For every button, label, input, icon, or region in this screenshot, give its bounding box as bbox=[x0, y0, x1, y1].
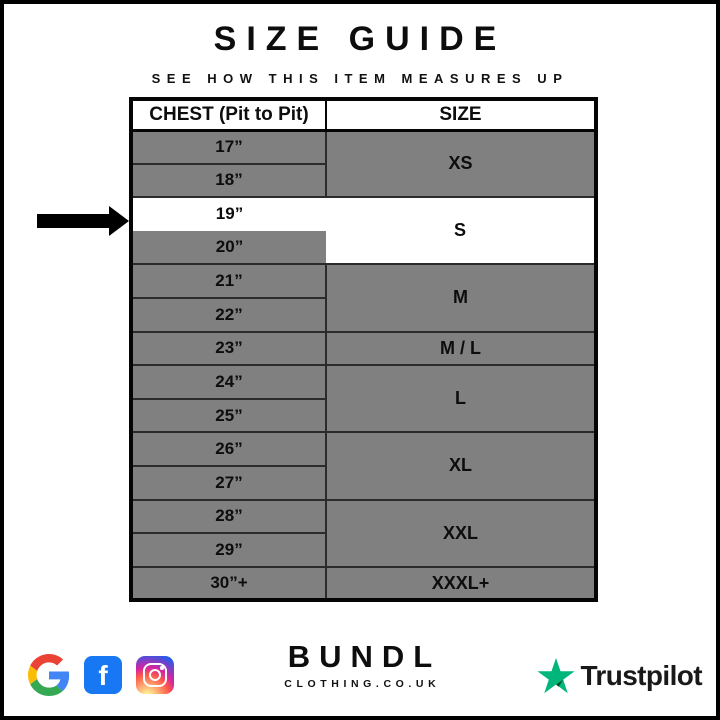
chest-cell: 18” bbox=[130, 162, 327, 199]
chest-cell: 19” bbox=[130, 196, 326, 231]
size-cell: XXL bbox=[325, 498, 597, 568]
chest-cell: 23” bbox=[130, 330, 327, 367]
facebook-icon[interactable]: f bbox=[84, 656, 122, 694]
column-header-size: SIZE bbox=[325, 98, 597, 132]
trustpilot-star-icon bbox=[537, 658, 576, 694]
size-table-body: 17” XS 18” 19” S 20” 21” M 22” 23” M / L 24” L 25” 26”… bbox=[130, 128, 597, 602]
trustpilot-logo[interactable]: Trustpilot bbox=[537, 658, 703, 694]
instagram-icon[interactable] bbox=[136, 656, 174, 694]
chest-cell: 29” bbox=[130, 532, 327, 568]
instagram-flash-dot bbox=[160, 666, 164, 670]
brand-domain: CLOTHING.CO.UK bbox=[284, 678, 441, 690]
table-row: 29” bbox=[130, 532, 596, 568]
brand-name: BUNDL bbox=[287, 639, 442, 674]
table-row: 18” bbox=[130, 162, 596, 199]
chest-cell: 17” bbox=[130, 129, 327, 165]
size-table: CHEST (Pit to Pit) SIZE 17” XS 18” 19” S 20” 2… bbox=[129, 97, 598, 603]
table-row: 27” bbox=[130, 464, 596, 501]
chest-cell: 26” bbox=[130, 431, 327, 467]
chest-cell: 22” bbox=[130, 296, 327, 333]
chest-cell: 30”+ bbox=[130, 565, 327, 602]
chest-cell: 21” bbox=[130, 263, 327, 299]
brand-logo: BUNDL CLOTHING.CO.UK bbox=[4, 639, 716, 690]
size-cell: M / L bbox=[325, 330, 597, 367]
chest-cell: 28” bbox=[130, 498, 327, 535]
page-subtitle: SEE HOW THIS ITEM MEASURES UP bbox=[151, 71, 569, 86]
size-cell: S bbox=[326, 196, 597, 266]
social-icons: f bbox=[28, 654, 174, 696]
chest-cell: 27” bbox=[130, 464, 327, 501]
row-indicator-arrow-icon bbox=[37, 206, 129, 236]
table-row: 25” bbox=[130, 397, 596, 434]
chest-cell: 20” bbox=[130, 230, 326, 266]
column-header-chest: CHEST (Pit to Pit) bbox=[130, 98, 327, 132]
table-row: 24” L bbox=[130, 364, 597, 434]
size-cell: XS bbox=[325, 128, 597, 199]
size-cell: XXXL+ bbox=[325, 565, 597, 602]
table-row: 30”+ XXXL+ bbox=[130, 565, 597, 602]
table-row: 23” M / L bbox=[130, 330, 597, 367]
size-cell: XL bbox=[325, 431, 597, 501]
arrow-head bbox=[109, 206, 129, 236]
table-row: 20” bbox=[130, 230, 596, 266]
trustpilot-label: Trustpilot bbox=[580, 660, 702, 691]
size-cell: L bbox=[325, 364, 597, 434]
chest-cell: 25” bbox=[130, 397, 327, 434]
table-row: 28” XXL bbox=[130, 498, 597, 568]
arrow-shaft bbox=[37, 214, 111, 228]
table-header-row: CHEST (Pit to Pit) SIZE bbox=[130, 98, 597, 132]
chest-cell: 24” bbox=[130, 364, 327, 400]
google-icon[interactable] bbox=[28, 654, 70, 696]
table-row: 17” XS bbox=[130, 128, 597, 199]
page-title: SIZE GUIDE bbox=[213, 20, 507, 58]
table-row: 26” XL bbox=[130, 431, 597, 501]
size-cell: M bbox=[325, 263, 597, 333]
table-row: 22” bbox=[130, 296, 596, 333]
table-row: 21” M bbox=[130, 263, 597, 333]
table-row: 19” S bbox=[130, 196, 597, 266]
